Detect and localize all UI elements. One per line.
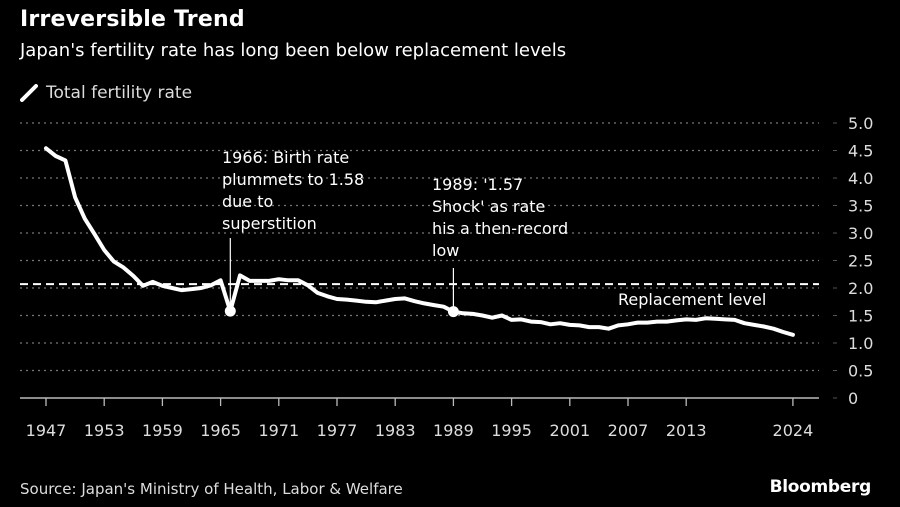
legend: Total fertility rate [20,83,192,103]
x-tick-label: 1989 [433,421,474,440]
x-tick-label: 1995 [491,421,532,440]
y-tick-label: 1.5 [848,307,873,326]
y-tick-label: 2.5 [848,252,873,271]
x-tick-label: 1959 [142,421,183,440]
brand-logo: Bloomberg [769,477,872,497]
x-tick-label: 1983 [375,421,416,440]
chart-subtitle: Japan's fertility rate has long been bel… [20,40,567,61]
annotation-point [224,305,236,317]
annotation-text: superstition [222,214,317,233]
annotation-text: low [432,241,459,260]
x-tick-label: 2013 [666,421,707,440]
annotation-text: his a then-record [432,219,568,238]
y-tick-label: 4.5 [848,142,873,161]
y-tick-label: 2.0 [848,279,873,298]
y-tick-label: 0 [848,389,858,408]
replacement-level-label: Replacement level [618,290,766,309]
source-note: Source: Japan's Ministry of Health, Labo… [20,480,403,498]
annotation-text: due to [222,192,273,211]
y-tick-label: 3.0 [848,224,873,243]
x-tick-label: 1953 [84,421,125,440]
annotation-text: Shock' as rate [432,197,545,216]
line-swatch-icon [20,84,38,102]
annotation-text: 1966: Birth rate [222,148,349,167]
y-tick-label: 0.5 [848,362,873,381]
line-chart: 0 0.5 1.0 1.5 2.0 2.5 3.0 3.5 4.0 4.5 5.0 1947 1953 1… [20,114,873,440]
x-tick-label: 2001 [549,421,590,440]
y-tick-label: 4.0 [848,169,873,188]
x-tick-label: 1965 [200,421,241,440]
chart-title: Irreversible Trend [20,7,245,32]
x-tick-label: 1971 [258,421,299,440]
fertility-rate-line [44,146,795,337]
legend-label: Total fertility rate [46,83,193,103]
x-tick-label: 1977 [317,421,358,440]
annotation-point [447,306,459,318]
y-tick-label: 3.5 [848,197,873,216]
x-tick-label: 1947 [26,421,67,440]
y-tick-label: 5.0 [848,114,873,133]
y-tick-label: 1.0 [848,334,873,353]
x-tick-label: 2007 [608,421,649,440]
annotation-text: 1989: '1.57 [432,175,523,194]
x-tick-label: 2024 [773,421,814,440]
annotation-text: plummets to 1.58 [222,170,364,189]
